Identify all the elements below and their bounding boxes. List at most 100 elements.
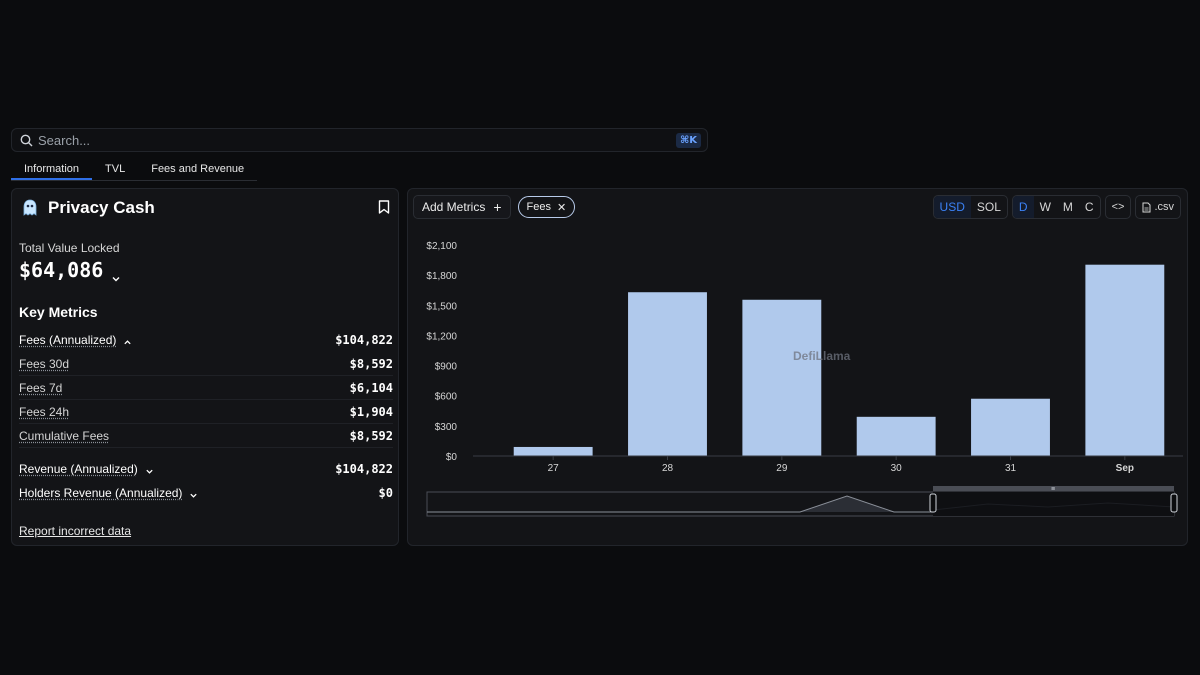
- close-icon[interactable]: ✕: [557, 201, 567, 214]
- chart-toolbar: Add Metrics + Fees ✕: [413, 195, 576, 219]
- key-metrics-title: Key Metrics: [19, 304, 98, 320]
- x-tick-label: 29: [776, 463, 788, 474]
- chevron-up-icon[interactable]: [123, 336, 132, 345]
- metric-label[interactable]: Fees (Annualized): [19, 333, 132, 347]
- metric-value: $104,822: [335, 333, 393, 347]
- fees-bar-chart: $0 $300 $600 $900 $1,200 $1,500 $1,800 $2,100 2…: [426, 241, 1183, 517]
- y-tick-label: $600: [435, 392, 458, 403]
- tab-information[interactable]: Information: [11, 158, 93, 180]
- report-incorrect-data-link[interactable]: Report incorrect data: [19, 524, 132, 538]
- metric-row-holders-revenue[interactable]: Holders Revenue (Annualized) $0: [19, 481, 393, 505]
- x-tick-label: 28: [662, 463, 674, 474]
- ghost-icon: [22, 199, 38, 217]
- metric-value: $0: [378, 486, 393, 500]
- metric-label: Cumulative Fees: [19, 428, 110, 443]
- bar: [856, 416, 936, 456]
- metric-value: $6,104: [349, 380, 393, 395]
- chart-controls: USD SOL D W M C <> .csv: [932, 195, 1181, 219]
- metric-label: Fees 24h: [19, 404, 70, 419]
- metric-label: Fees 7d: [19, 380, 63, 395]
- y-tick-label: $1,800: [426, 271, 457, 282]
- metric-value: $104,822: [335, 462, 393, 476]
- add-metrics-label: Add Metrics: [422, 200, 486, 214]
- y-tick-label: $0: [446, 452, 458, 463]
- search-bar[interactable]: Search... ⌘K: [11, 128, 708, 152]
- brush-top-handle: [933, 486, 1174, 491]
- interval-cumulative-option[interactable]: C: [1084, 200, 1094, 214]
- chip-label: Fees: [526, 201, 552, 213]
- key-metrics-list: Fees (Annualized) $104,822 Fees 30d $8,5…: [19, 328, 393, 505]
- y-tick-label: $2,100: [426, 241, 457, 252]
- tvl-label: Total Value Locked: [19, 241, 120, 255]
- metric-value: $1,904: [349, 404, 393, 419]
- metric-label[interactable]: Revenue (Annualized): [19, 462, 154, 476]
- embed-button[interactable]: <>: [1104, 195, 1132, 219]
- interval-toggle: D W M C: [1011, 195, 1101, 219]
- csv-download-button[interactable]: .csv: [1135, 195, 1181, 219]
- y-tick-label: $1,200: [426, 331, 457, 342]
- tab-tvl[interactable]: TVL: [105, 163, 126, 175]
- metric-value: $8,592: [349, 356, 393, 371]
- bar: [971, 398, 1050, 456]
- metric-row-fees-30d: Fees 30d $8,592: [19, 352, 393, 376]
- range-brush[interactable]: ≡: [426, 486, 1178, 517]
- x-axis: 27 28 29 30 31 Sep: [473, 455, 1183, 474]
- metric-row-fees-7d: Fees 7d $6,104: [19, 376, 393, 400]
- tvl-amount: $64,086: [19, 258, 104, 282]
- bar: [513, 446, 593, 456]
- file-icon: [1142, 202, 1151, 213]
- brush-minimap-line-selected: [932, 502, 1175, 511]
- y-tick-label: $300: [435, 422, 458, 433]
- y-tick-label: $900: [435, 362, 458, 373]
- chevron-down-icon[interactable]: [111, 265, 121, 282]
- interval-monthly-option[interactable]: M: [1062, 200, 1073, 214]
- protocol-header: Privacy Cash: [22, 198, 155, 218]
- protocol-info-panel: Privacy Cash Total Value Locked $64,086 …: [11, 188, 399, 546]
- plus-icon: +: [493, 199, 502, 215]
- search-shortcut-badge: ⌘K: [675, 132, 701, 148]
- bar: [742, 299, 822, 456]
- y-tick-label: $1,500: [426, 301, 457, 312]
- metric-chip-fees[interactable]: Fees ✕: [517, 196, 576, 218]
- watermark: DefiLlama: [793, 349, 851, 363]
- brush-selection: [933, 492, 1174, 516]
- bookmark-icon[interactable]: [378, 200, 390, 214]
- add-metrics-button[interactable]: Add Metrics +: [413, 195, 511, 219]
- holders-revenue-label: Holders Revenue (Annualized): [19, 486, 183, 500]
- interval-weekly-option[interactable]: W: [1039, 200, 1051, 214]
- brush-grip: ≡: [1051, 486, 1055, 493]
- brush-right-handle: [1170, 493, 1178, 513]
- revenue-annualized-label: Revenue (Annualized): [19, 462, 138, 476]
- bar: [628, 292, 707, 456]
- metric-label: Fees 30d: [19, 356, 70, 371]
- metric-label[interactable]: Holders Revenue (Annualized): [19, 486, 198, 500]
- brush-left-handle: [929, 493, 937, 513]
- y-axis: $0 $300 $600 $900 $1,200 $1,500 $1,800 $2,100: [426, 241, 457, 463]
- bars: [513, 264, 1165, 456]
- x-tick-label: Sep: [1116, 463, 1134, 474]
- search-placeholder[interactable]: Search...: [38, 132, 91, 148]
- interval-daily-option[interactable]: D: [1012, 196, 1034, 218]
- metric-row-cumulative-fees: Cumulative Fees $8,592: [19, 424, 393, 448]
- page-tabs: Information TVL Fees and Revenue: [11, 158, 258, 181]
- brush-minimap-line: [427, 495, 933, 513]
- chart-panel: Add Metrics + Fees ✕ USD SOL D W M C <> …: [407, 188, 1188, 546]
- currency-sol-option[interactable]: SOL: [976, 200, 1001, 214]
- currency-usd-option[interactable]: USD: [933, 196, 971, 218]
- currency-toggle: USD SOL: [932, 195, 1008, 219]
- chevron-down-icon[interactable]: [189, 489, 198, 498]
- protocol-name: Privacy Cash: [48, 198, 155, 217]
- csv-label: .csv: [1154, 201, 1174, 213]
- tab-fees-and-revenue[interactable]: Fees and Revenue: [151, 163, 245, 175]
- metric-value: $8,592: [349, 428, 393, 443]
- x-tick-label: 31: [1005, 463, 1017, 474]
- x-tick-label: 27: [548, 463, 560, 474]
- bar: [1085, 264, 1165, 456]
- metric-row-fees-annualized[interactable]: Fees (Annualized) $104,822: [19, 328, 393, 352]
- x-tick-label: 30: [891, 463, 903, 474]
- embed-icon: <>: [1111, 201, 1125, 213]
- chevron-down-icon[interactable]: [145, 465, 154, 474]
- fees-annualized-label: Fees (Annualized): [19, 333, 117, 347]
- metric-row-revenue-annualized[interactable]: Revenue (Annualized) $104,822: [19, 457, 393, 481]
- tvl-value[interactable]: $64,086: [19, 258, 121, 282]
